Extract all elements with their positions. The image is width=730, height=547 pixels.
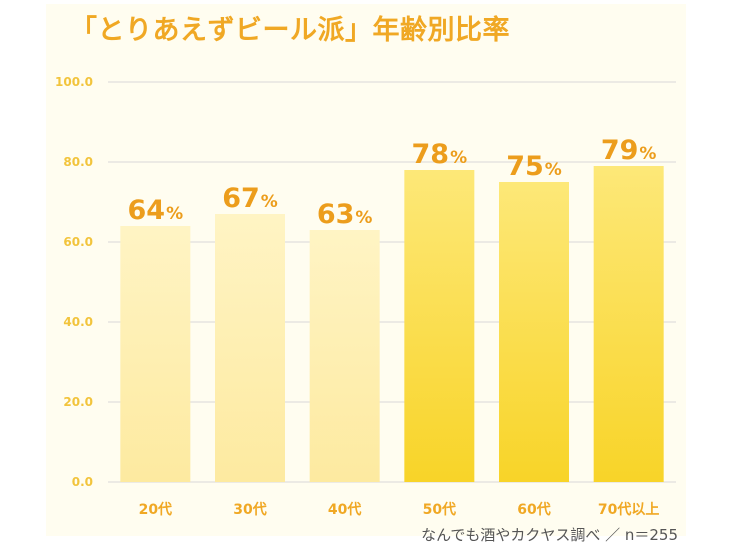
data-label-5: 75% (506, 151, 562, 182)
chart-title: 「とりあえずビール派」年齢別比率 (70, 15, 510, 46)
bars (120, 166, 664, 482)
gridlines (108, 81, 676, 483)
bar-6 (593, 166, 664, 482)
y-tick-label: 80.0 (63, 155, 93, 169)
data-label-1: 64% (128, 195, 184, 226)
x-tick-label: 70代以上 (598, 501, 659, 518)
bar-2 (215, 214, 285, 482)
y-tick-label: 0.0 (72, 475, 93, 489)
source-note: なんでも酒やカクヤス調べ ／ n＝255 (421, 526, 678, 544)
data-label-6: 79% (601, 135, 657, 166)
x-tick-label: 40代 (328, 501, 361, 518)
y-tick-label: 60.0 (63, 235, 93, 249)
data-label-2: 67% (222, 183, 278, 214)
data-label-4: 78% (412, 139, 468, 170)
y-tick-label: 40.0 (63, 315, 93, 329)
y-tick-label: 100.0 (55, 75, 93, 89)
x-axis-ticks: 20代 30代 40代 50代 60代 70代以上 (139, 501, 660, 518)
bar-5 (499, 182, 569, 482)
bar-3 (309, 230, 380, 482)
x-tick-label: 30代 (233, 501, 266, 518)
x-tick-label: 60代 (517, 501, 550, 518)
bar-1 (120, 226, 191, 482)
y-axis-ticks: 0.0 20.0 40.0 60.0 80.0 100.0 (55, 75, 93, 489)
data-labels: 64% 67% 63% 78% 75% 79% (128, 135, 657, 230)
x-tick-label: 50代 (423, 501, 456, 518)
data-label-3: 63% (317, 199, 373, 230)
x-tick-label: 20代 (139, 501, 172, 518)
y-tick-label: 20.0 (63, 395, 93, 409)
bar-4 (404, 170, 475, 482)
